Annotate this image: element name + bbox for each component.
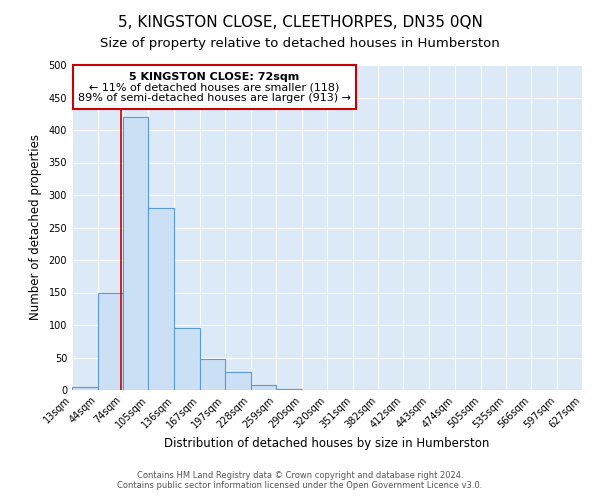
- Text: 5, KINGSTON CLOSE, CLEETHORPES, DN35 0QN: 5, KINGSTON CLOSE, CLEETHORPES, DN35 0QN: [118, 15, 482, 30]
- Y-axis label: Number of detached properties: Number of detached properties: [29, 134, 41, 320]
- Text: 89% of semi-detached houses are larger (913) →: 89% of semi-detached houses are larger (…: [78, 92, 351, 102]
- Bar: [225, 372, 251, 390]
- Bar: [251, 385, 277, 390]
- Bar: [122, 117, 148, 390]
- Text: 5 KINGSTON CLOSE: 72sqm: 5 KINGSTON CLOSE: 72sqm: [130, 72, 299, 82]
- Bar: [148, 208, 174, 390]
- Text: Contains HM Land Registry data © Crown copyright and database right 2024.
Contai: Contains HM Land Registry data © Crown c…: [118, 470, 482, 490]
- Bar: [72, 387, 98, 390]
- Bar: [200, 359, 225, 390]
- Text: Size of property relative to detached houses in Humberston: Size of property relative to detached ho…: [100, 38, 500, 51]
- Bar: [277, 388, 302, 390]
- X-axis label: Distribution of detached houses by size in Humberston: Distribution of detached houses by size …: [164, 436, 490, 450]
- Text: ← 11% of detached houses are smaller (118): ← 11% of detached houses are smaller (11…: [89, 82, 340, 92]
- Bar: [73, 65, 356, 109]
- Bar: [98, 292, 122, 390]
- Bar: [174, 328, 200, 390]
